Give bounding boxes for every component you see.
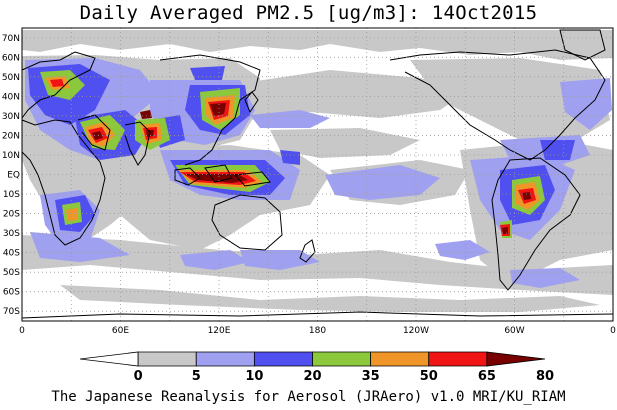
colorbar-swatch bbox=[195, 351, 255, 367]
colorbar-swatch bbox=[486, 351, 546, 367]
colorbar-label: 65 bbox=[478, 369, 496, 384]
colorbar-label: 20 bbox=[303, 369, 321, 384]
colorbar-swatch bbox=[137, 351, 197, 367]
map-title: Daily Averaged PM2.5 [ug/m3]: 14Oct2015 bbox=[79, 2, 538, 24]
gridlines bbox=[22, 28, 613, 321]
longitude-labels: 0 60E 120E 180 120W 60W 0 bbox=[19, 326, 616, 336]
lat-label: 10S bbox=[3, 190, 20, 200]
coastlines bbox=[21, 29, 614, 319]
lon-label: 120W bbox=[403, 326, 429, 336]
pm25-map: 70N 60N 50N 40N 30N 20N 10N EQ 10S 20S 30S 40S 50S 60… bbox=[2, 27, 616, 384]
colorbar-swatch bbox=[253, 351, 313, 367]
lat-label: 20N bbox=[2, 131, 20, 141]
pm25-level-80-regions bbox=[92, 103, 531, 234]
lon-label: 0 bbox=[19, 326, 25, 336]
colorbar-label: 50 bbox=[420, 369, 438, 384]
lat-label: 50N bbox=[2, 73, 20, 83]
lat-label: 10N bbox=[2, 151, 20, 161]
colorbar-swatch bbox=[79, 351, 139, 367]
lat-label: 60N bbox=[2, 53, 20, 63]
colorbar-label: 0 bbox=[134, 369, 143, 384]
lon-label: 60E bbox=[112, 326, 129, 336]
lat-label: EQ bbox=[7, 171, 20, 181]
colorbar: 0 5 10 20 35 50 65 80 bbox=[79, 351, 554, 384]
lat-label: 40S bbox=[3, 249, 20, 259]
lat-label: 70N bbox=[2, 34, 20, 44]
colorbar-label: 10 bbox=[245, 369, 263, 384]
lon-label: 120E bbox=[208, 326, 231, 336]
colorbar-swatch bbox=[370, 351, 430, 367]
colorbar-label: 35 bbox=[362, 369, 380, 384]
lat-label: 30N bbox=[2, 112, 20, 122]
lat-label: 50S bbox=[3, 268, 20, 278]
lat-label: 30S bbox=[3, 229, 20, 239]
colorbar-label: 80 bbox=[536, 369, 554, 384]
map-frame bbox=[21, 27, 614, 322]
lat-label: 70S bbox=[3, 307, 20, 317]
latitude-labels: 70N 60N 50N 40N 30N 20N 10N EQ 10S 20S 30S 40S 50S 60… bbox=[2, 34, 20, 317]
lat-label: 20S bbox=[3, 210, 20, 220]
lon-label: 60W bbox=[504, 326, 524, 336]
lon-label: 180 bbox=[309, 326, 326, 336]
data-source-credit: The Japanese Reanalysis for Aerosol (JRA… bbox=[51, 389, 566, 405]
lon-label: 0 bbox=[610, 326, 616, 336]
colorbar-swatch bbox=[428, 351, 488, 367]
colorbar-label: 5 bbox=[192, 369, 201, 384]
lat-label: 40N bbox=[2, 92, 20, 102]
lat-label: 60S bbox=[3, 288, 20, 298]
colorbar-swatch bbox=[312, 351, 372, 367]
